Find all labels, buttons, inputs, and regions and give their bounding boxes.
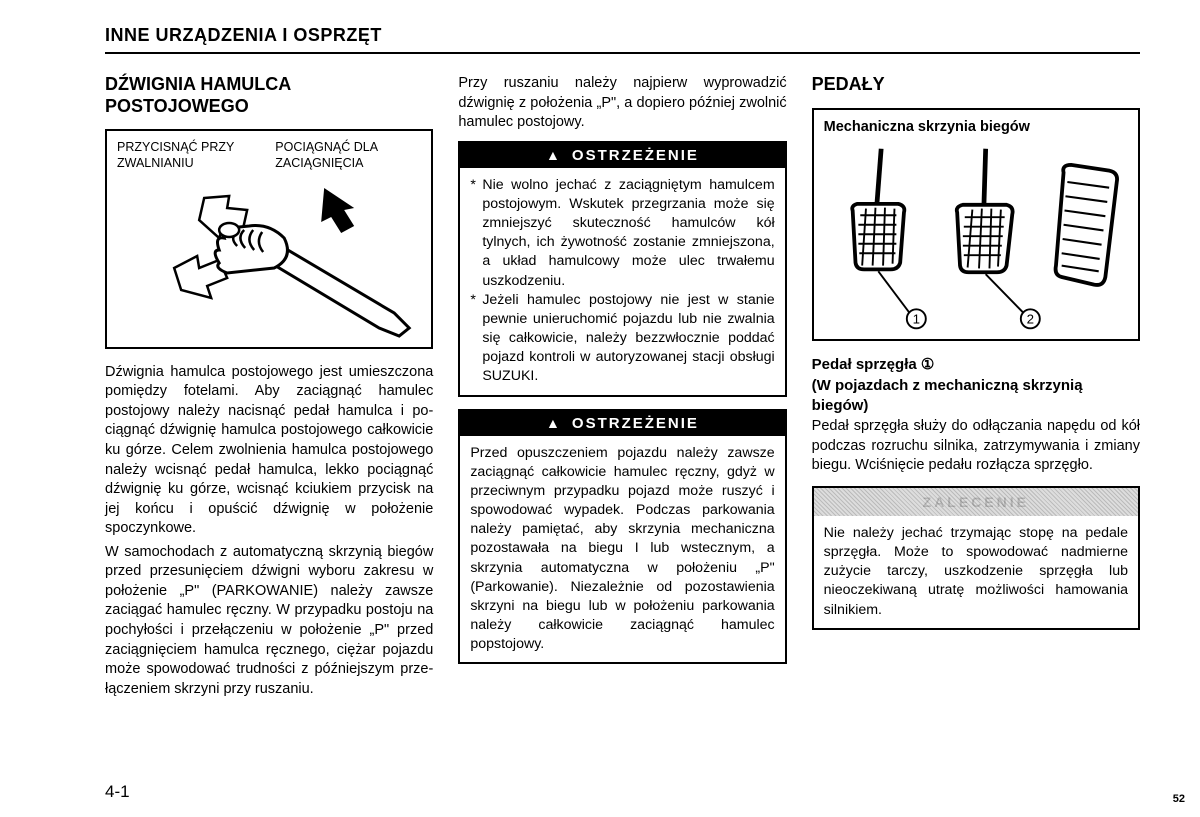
svg-text:2: 2 bbox=[1026, 311, 1033, 326]
column-left: DŹWIGNIA HAMULCA POSTOJOWEGO PRZYCISNĄĆ … bbox=[105, 74, 433, 703]
warning-triangle-icon: ▲ bbox=[546, 147, 562, 163]
pedals-illustration: 1 2 bbox=[820, 144, 1132, 334]
warn1-item1: * Nie wolno jechać z zaciągniętym hamul­… bbox=[470, 176, 774, 291]
fig-label-left: PRZYCISNĄĆ PRZY ZWALNIANIU bbox=[117, 139, 263, 172]
content-columns: DŹWIGNIA HAMULCA POSTOJOWEGO PRZYCISNĄĆ … bbox=[105, 74, 1140, 703]
recommendation-body: Nie należy jechać trzymając stopę na pe­… bbox=[814, 516, 1138, 628]
handbrake-figure: PRZYCISNĄĆ PRZY ZWALNIANIU POCIĄGNĄĆ DLA… bbox=[105, 129, 433, 349]
para2: W samochodach z automatyczną skrzynią bi… bbox=[105, 543, 433, 700]
clutch-subheading-1: Pedał sprzęgła ① bbox=[812, 355, 1140, 375]
warning-label: OSTRZEŻENIE bbox=[572, 415, 699, 432]
column-right: PEDAŁY Mechaniczna skrzynia biegów 1 2 bbox=[812, 74, 1140, 703]
pedals-heading: PEDAŁY bbox=[812, 74, 1140, 96]
bullet-star: * bbox=[470, 176, 482, 291]
recommendation-label: ZALECENIE bbox=[923, 494, 1029, 510]
warning-box-2: ▲ OSTRZEŻENIE Przed opuszczeniem pojazdu… bbox=[458, 409, 786, 665]
page-number-section: 4-1 bbox=[105, 782, 130, 802]
warn1-item2: * Jeżeli hamulec postojowy nie jest w st… bbox=[470, 291, 774, 387]
warn1-item1-text: Nie wolno jechać z zaciągniętym hamul­ce… bbox=[482, 176, 774, 291]
handbrake-text: Dźwignia hamulca postojowego jest umiesz… bbox=[105, 363, 433, 700]
warning-box-1: ▲ OSTRZEŻENIE * Nie wolno jechać z zacią… bbox=[458, 141, 786, 397]
warning-header-2: ▲ OSTRZEŻENIE bbox=[460, 411, 784, 436]
bullet-star: * bbox=[470, 291, 482, 387]
warning-body-1: * Nie wolno jechać z zaciągniętym hamul­… bbox=[460, 168, 784, 395]
svg-text:1: 1 bbox=[912, 311, 919, 326]
warning-triangle-icon: ▲ bbox=[546, 415, 562, 431]
page-header: INNE URZĄDZENIA I OSPRZĘT bbox=[105, 25, 1140, 54]
figure-labels: PRZYCISNĄĆ PRZY ZWALNIANIU POCIĄGNĄĆ DLA… bbox=[117, 139, 421, 172]
recommendation-header: ZALECENIE bbox=[814, 488, 1138, 516]
warning-body-2: Przed opuszczeniem pojazdu należy za­wsz… bbox=[460, 436, 784, 663]
clutch-section: Pedał sprzęgła ① (W pojazdach z mechanic… bbox=[812, 355, 1140, 476]
clutch-para: Pedał sprzęgła służy do odłączania napęd… bbox=[812, 417, 1140, 476]
recommendation-box: ZALECENIE Nie należy jechać trzymając st… bbox=[812, 486, 1140, 630]
column-middle: Przy ruszaniu należy najpierw wyprowadzi… bbox=[458, 74, 786, 703]
warning-header-1: ▲ OSTRZEŻENIE bbox=[460, 143, 784, 168]
clutch-subheading-2: (W pojazdach z mechaniczną skrzynią bieg… bbox=[812, 376, 1140, 415]
col2-intro: Przy ruszaniu należy najpierw wyprowadzi… bbox=[458, 74, 786, 133]
fig-label-right: POCIĄGNĄĆ DLA ZACIĄGNIĘCIA bbox=[275, 139, 421, 172]
para1: Dźwignia hamulca postojowego jest umiesz… bbox=[105, 363, 433, 539]
warn1-item2-text: Jeżeli hamulec postojowy nie jest w sta­… bbox=[482, 291, 774, 387]
pedals-caption: Mechaniczna skrzynia biegów bbox=[820, 116, 1132, 144]
pedals-figure: Mechaniczna skrzynia biegów 1 2 bbox=[812, 108, 1140, 341]
handbrake-heading: DŹWIGNIA HAMULCA POSTOJOWEGO bbox=[105, 74, 433, 117]
handbrake-illustration bbox=[117, 178, 421, 338]
warning-label: OSTRZEŻENIE bbox=[572, 147, 699, 164]
page-number-global: 52 bbox=[1173, 793, 1185, 805]
